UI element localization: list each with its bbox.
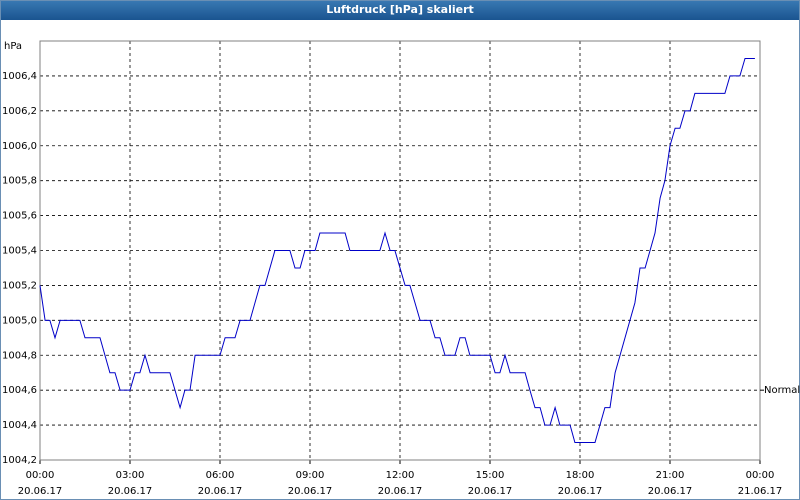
x-tick-label: 03:00 bbox=[116, 470, 145, 481]
y-tick-label: 1004,4 bbox=[2, 420, 37, 431]
x-tick-date: 20.06.17 bbox=[378, 486, 423, 497]
data-line bbox=[39, 57, 755, 444]
x-tick-label: 12:00 bbox=[386, 470, 415, 481]
y-tick-label: 1005,2 bbox=[2, 280, 37, 291]
y-tick-label: 1004,8 bbox=[2, 350, 37, 361]
x-tick-date: 20.06.17 bbox=[198, 486, 243, 497]
y-tick-label: 1006,4 bbox=[2, 71, 37, 82]
y-tick-label: 1004,2 bbox=[2, 455, 37, 466]
x-tick-date: 21.06.17 bbox=[738, 486, 783, 497]
y-tick-label: 1005,8 bbox=[2, 176, 37, 187]
y-tick-label: 1006,0 bbox=[2, 141, 37, 152]
y-tick-label: 1005,6 bbox=[2, 211, 37, 222]
x-tick-date: 20.06.17 bbox=[18, 486, 63, 497]
y-tick-label: 1004,6 bbox=[2, 385, 37, 396]
x-tick-date: 20.06.17 bbox=[108, 486, 153, 497]
x-tick-label: 15:00 bbox=[476, 470, 505, 481]
y-unit: hPa bbox=[4, 41, 22, 52]
x-tick-label: 09:00 bbox=[296, 470, 325, 481]
plot-border bbox=[39, 40, 761, 461]
x-tick-label: 00:00 bbox=[746, 470, 775, 481]
x-tick-label: 21:00 bbox=[656, 470, 685, 481]
chart-title: Luftdruck [hPa] skaliert bbox=[326, 3, 474, 16]
x-tick-label: 00:00 bbox=[26, 470, 55, 481]
y-tick-label: 1006,2 bbox=[2, 106, 37, 117]
x-tick-label: 06:00 bbox=[206, 470, 235, 481]
x-tick-date: 20.06.17 bbox=[468, 486, 513, 497]
x-tick-date: 20.06.17 bbox=[558, 486, 603, 497]
x-tick-label: 18:00 bbox=[566, 470, 595, 481]
x-tick-date: 20.06.17 bbox=[648, 486, 693, 497]
y-tick-label: 1005,4 bbox=[2, 246, 37, 257]
x-tick-date: 20.06.17 bbox=[288, 486, 333, 497]
y-tick-label: 1005,0 bbox=[2, 315, 37, 326]
title-bar bbox=[0, 0, 800, 20]
reference-label: Normal bbox=[764, 385, 800, 396]
